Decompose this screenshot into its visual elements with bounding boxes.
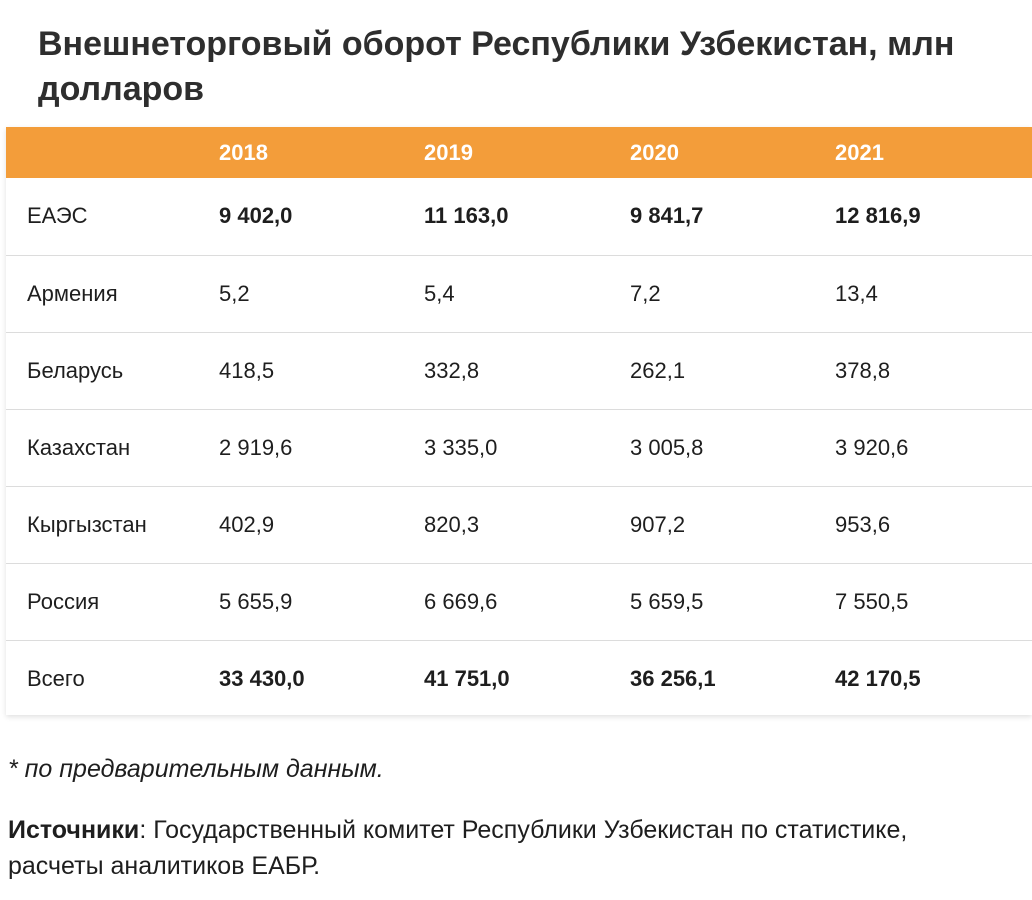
table-cell: 907,2 [630, 511, 686, 537]
table-cell: 41 751,0 [424, 665, 510, 691]
sources-separator: : [139, 816, 147, 844]
table-header-cell: 2018 [219, 139, 268, 165]
table-cell: 2 919,6 [219, 434, 293, 460]
table-row: Россия 5 655,9 6 669,6 5 659,5 7 550,5 [6, 563, 1032, 640]
table-row: Казахстан 2 919,6 3 335,0 3 005,8 3 920,… [6, 409, 1032, 486]
row-label: Россия [27, 588, 100, 614]
table-cell: 5 655,9 [219, 588, 293, 614]
table-cell: 36 256,1 [630, 665, 716, 691]
row-label: Армения [27, 280, 118, 306]
table-row: Всего 33 430,0 41 751,0 36 256,1 42 170,… [6, 640, 1032, 717]
table-cell: 9 841,7 [630, 203, 704, 229]
table-row: ЕАЭС 9 402,0 11 163,0 9 841,7 12 816,9 [6, 178, 1032, 255]
row-label: Кыргызстан [27, 511, 147, 537]
row-label: ЕАЭС [27, 203, 88, 229]
table-cell: 12 816,9 [835, 203, 921, 229]
table-cell: 33 430,0 [219, 665, 305, 691]
table-cell: 820,3 [424, 511, 480, 537]
row-label: Казахстан [27, 434, 131, 460]
table-cell: 262,1 [630, 357, 686, 383]
table-header-cell: 2020 [630, 139, 679, 165]
table-header-cell: 2019 [424, 139, 473, 165]
trade-table-card: 2018 2019 2020 2021 ЕАЭС 9 402,0 11 163,… [6, 127, 1032, 715]
table-cell: 9 402,0 [219, 203, 293, 229]
table-cell: 13,4 [835, 280, 878, 306]
table-cell: 5 659,5 [630, 588, 704, 614]
sources-note: Источники: Государственный комитет Респу… [8, 812, 1008, 884]
table-cell: 402,9 [219, 511, 275, 537]
table-cell: 7 550,5 [835, 588, 909, 614]
table-cell: 5,2 [219, 280, 250, 306]
table-row: Армения 5,2 5,4 7,2 13,4 [6, 255, 1032, 332]
page-title: Внешнеторговый оборот Республики Узбекис… [38, 25, 955, 108]
table-cell: 42 170,5 [835, 665, 921, 691]
table-cell: 3 005,8 [630, 434, 704, 460]
row-label: Всего [27, 665, 85, 691]
table-header-cell [6, 127, 219, 178]
table-cell: 6 669,6 [424, 588, 498, 614]
table-header-cell: 2021 [835, 139, 884, 165]
table-row: Беларусь 418,5 332,8 262,1 378,8 [6, 332, 1032, 409]
footnote: * по предварительным данным. [8, 755, 384, 783]
table-row: Кыргызстан 402,9 820,3 907,2 953,6 [6, 486, 1032, 563]
sources-label: Источники [8, 816, 140, 844]
table-cell: 3 920,6 [835, 434, 909, 460]
table-cell: 332,8 [424, 357, 480, 383]
sources-text: Государственный комитет Республики Узбек… [8, 816, 908, 880]
table-cell: 3 335,0 [424, 434, 498, 460]
table-cell: 418,5 [219, 357, 275, 383]
table-header-row: 2018 2019 2020 2021 [6, 127, 1032, 178]
row-label: Беларусь [27, 357, 124, 383]
table-cell: 5,4 [424, 280, 455, 306]
table-cell: 11 163,0 [424, 203, 509, 229]
trade-table: 2018 2019 2020 2021 ЕАЭС 9 402,0 11 163,… [6, 127, 1032, 717]
table-cell: 7,2 [630, 280, 661, 306]
table-cell: 953,6 [835, 511, 891, 537]
table-cell: 378,8 [835, 357, 891, 383]
